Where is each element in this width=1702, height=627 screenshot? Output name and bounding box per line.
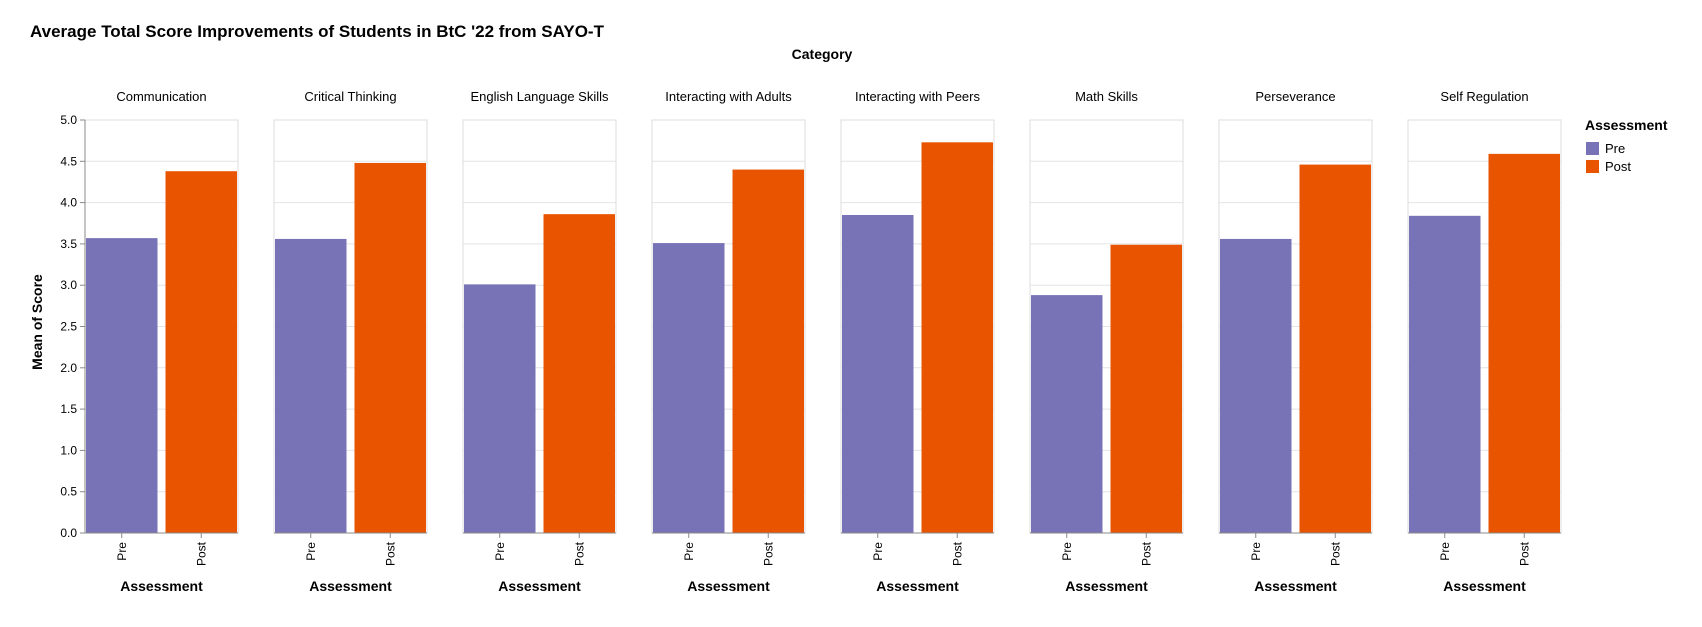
x-tick-label: Pre [1249, 542, 1263, 561]
bar-post [354, 162, 426, 533]
y-axis-title: Mean of Score [29, 274, 45, 370]
y-axis: 0.0 0.5 1.0 1.5 2.0 2.5 3.0 3.5 4.0 4.5 5.0 [60, 113, 86, 540]
bar-pre [86, 238, 158, 534]
facet-interacting-with-peers: Interacting with Peers Pre Post Assessment [840, 89, 995, 594]
facet-english-language-skills: English Language Skills Pre Post Assessment [462, 89, 617, 594]
bar-post [1488, 153, 1560, 533]
x-tick-label: Pre [304, 542, 318, 561]
x-tick-label: Post [1139, 541, 1153, 566]
bar-pre [1031, 295, 1103, 533]
y-tick-label: 3.0 [60, 278, 77, 292]
x-axis-title: Assessment [498, 578, 581, 594]
facet-math-skills: Math Skills Pre Post Assessment [1029, 89, 1184, 594]
facet-communication: Communication Pre Post Assessment [84, 89, 239, 594]
legend-title: Assessment [1585, 117, 1668, 133]
facet-self-regulation: Self Regulation Pre Post Assessment [1407, 89, 1562, 594]
bar-pre [653, 243, 725, 533]
x-tick-label: Pre [493, 542, 507, 561]
x-axis-title: Assessment [687, 578, 770, 594]
x-axis-title: Assessment [876, 578, 959, 594]
bar-pre [1409, 215, 1481, 534]
facet-critical-thinking: Critical Thinking Pre Post Assessment [273, 89, 428, 594]
x-tick-label: Post [383, 541, 397, 566]
facet-label: English Language Skills [470, 89, 609, 104]
legend-item-pre: Pre [1586, 141, 1625, 156]
facet-label: Critical Thinking [304, 89, 396, 104]
facet-label: Interacting with Peers [855, 89, 981, 104]
x-axis-title: Assessment [1065, 578, 1148, 594]
bar-pre [275, 238, 347, 533]
x-tick-label: Pre [871, 542, 885, 561]
bar-pre [1220, 238, 1292, 533]
y-tick-label: 0.0 [60, 526, 77, 540]
facet-label: Self Regulation [1440, 89, 1528, 104]
legend-swatch [1586, 160, 1599, 173]
x-tick-label: Pre [115, 542, 129, 561]
facet-header-title: Category [792, 46, 853, 62]
x-tick-label: Pre [682, 542, 696, 561]
x-axis-title: Assessment [309, 578, 392, 594]
legend-item-post: Post [1586, 159, 1631, 174]
x-tick-label: Pre [1438, 542, 1452, 561]
y-tick-label: 0.5 [60, 485, 77, 499]
y-tick-label: 2.5 [60, 320, 77, 334]
bar-post [1299, 164, 1371, 533]
bar-post [732, 169, 804, 533]
bar-pre [842, 214, 914, 534]
x-tick-label: Post [572, 541, 586, 566]
facet-interacting-with-adults: Interacting with Adults Pre Post Assessment [651, 89, 806, 594]
y-tick-label: 2.0 [60, 361, 77, 375]
x-tick-label: Post [194, 541, 208, 566]
y-tick-label: 4.0 [60, 196, 77, 210]
facet-perseverance: Perseverance Pre Post Assessment [1218, 89, 1373, 594]
x-tick-label: Post [761, 541, 775, 566]
y-tick-label: 5.0 [60, 113, 77, 127]
x-tick-label: Pre [1060, 542, 1074, 561]
facet-label: Interacting with Adults [665, 89, 792, 104]
y-tick-label: 3.5 [60, 237, 77, 251]
x-axis-title: Assessment [1254, 578, 1337, 594]
facet-label: Perseverance [1255, 89, 1335, 104]
x-tick-label: Post [950, 541, 964, 566]
legend-items: Pre Post [1586, 141, 1631, 174]
y-tick-label: 4.5 [60, 154, 77, 168]
x-tick-label: Post [1517, 541, 1531, 566]
bar-post [543, 214, 615, 533]
legend-label: Pre [1605, 141, 1625, 156]
bar-pre [464, 284, 536, 533]
legend-swatch [1586, 142, 1599, 155]
x-tick-label: Post [1328, 541, 1342, 566]
facet-label: Math Skills [1075, 89, 1138, 104]
chart-title: Average Total Score Improvements of Stud… [30, 22, 605, 41]
y-tick-label: 1.0 [60, 443, 77, 457]
bar-post [165, 171, 237, 533]
y-tick-label: 1.5 [60, 402, 77, 416]
x-axis-title: Assessment [120, 578, 203, 594]
legend-label: Post [1605, 159, 1631, 174]
x-axis-title: Assessment [1443, 578, 1526, 594]
legend: Assessment Pre Post [1585, 117, 1668, 174]
bar-post [1110, 244, 1182, 533]
facet-label: Communication [116, 89, 206, 104]
bar-post [921, 142, 993, 533]
